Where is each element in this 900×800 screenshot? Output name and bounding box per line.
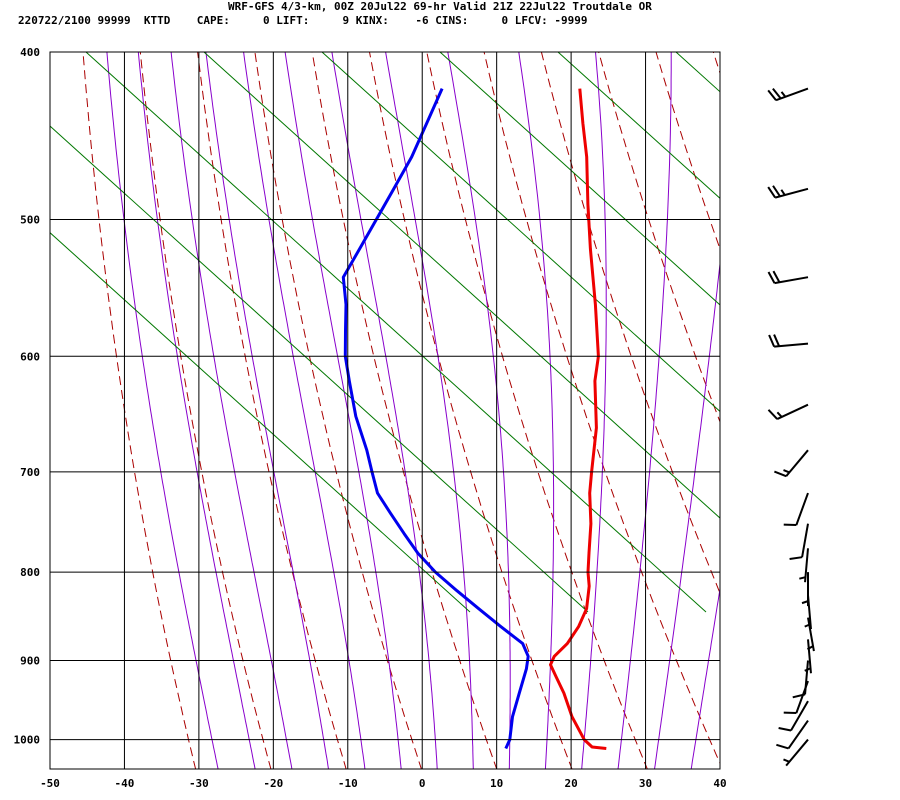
y-tick-label: 800	[20, 566, 40, 579]
x-tick-label: -40	[115, 777, 135, 790]
x-tick-label: 10	[490, 777, 503, 790]
wind-barb	[789, 523, 809, 561]
mixing-ratio-line	[85, 52, 707, 613]
wind-barb	[767, 403, 809, 420]
dry-adiabat-line	[254, 52, 422, 769]
moist-adiabat-line	[617, 52, 672, 769]
wind-barb	[767, 185, 809, 199]
dry-adiabat-line	[598, 52, 720, 424]
dry-adiabat-line	[426, 52, 648, 769]
y-tick-label: 500	[20, 213, 40, 226]
chart-title: WRF-GFS 4/3-km, 00Z 20Jul22 69-hr Valid …	[228, 0, 652, 13]
wind-barb	[768, 334, 809, 348]
moist-adiabat-line	[243, 52, 366, 769]
guide-lines	[50, 14, 900, 784]
mixing-ratio-line	[557, 52, 720, 199]
dry-adiabat-line	[82, 52, 197, 769]
wind-barb	[792, 660, 809, 699]
dry-adiabat-line	[368, 52, 573, 769]
mixing-ratio-line	[321, 52, 720, 413]
mixing-ratio-line	[203, 52, 720, 519]
dry-adiabat-line	[197, 52, 347, 769]
dry-adiabat-line	[311, 52, 498, 769]
sounding-series	[341, 87, 607, 750]
dewpoint-line	[341, 87, 530, 750]
y-tick-label: 700	[20, 466, 40, 479]
y-tick-label: 900	[20, 655, 40, 668]
mixing-ratio-line	[794, 52, 900, 612]
moist-adiabat-line	[653, 259, 720, 769]
mixing-ratio-line	[50, 125, 589, 613]
moist-adiabat-line	[581, 52, 607, 769]
y-tick-label: 400	[20, 46, 40, 59]
wind-barbs	[767, 87, 815, 767]
dry-adiabat-line	[655, 52, 720, 251]
mixing-ratio-line	[675, 52, 720, 93]
moist-adiabat-line	[170, 52, 293, 769]
moist-adiabat-line	[518, 52, 555, 769]
wind-barb	[783, 492, 809, 527]
dry-adiabat-line	[483, 52, 720, 765]
mixing-ratio-line	[439, 52, 720, 306]
dry-adiabat-line	[712, 52, 720, 75]
wind-barb	[783, 738, 809, 767]
dry-adiabat-line	[871, 14, 900, 784]
temperature-line	[549, 88, 607, 750]
x-tick-label: -30	[189, 777, 209, 790]
moist-adiabat-line	[106, 52, 219, 769]
dry-adiabat-line	[540, 52, 720, 595]
moist-adiabat-line	[137, 52, 256, 769]
x-tick-label: -20	[263, 777, 283, 790]
moist-adiabat-line	[331, 52, 438, 769]
moist-adiabat-line	[690, 585, 720, 769]
mixing-ratio-line	[50, 231, 471, 613]
x-tick-label: -10	[338, 777, 358, 790]
wind-barb	[774, 449, 809, 478]
dry-adiabat-line	[139, 52, 272, 769]
y-tick-label: 600	[20, 350, 40, 363]
x-tick-label: 20	[564, 777, 577, 790]
dry-adiabat-line	[814, 14, 900, 784]
x-tick-label: 0	[419, 777, 426, 790]
wind-barb	[767, 87, 809, 102]
x-tick-label: 40	[713, 777, 726, 790]
wind-barb	[767, 270, 809, 285]
x-tick-label: 30	[639, 777, 652, 790]
plot-frame	[49, 51, 721, 770]
moist-adiabat-line	[726, 14, 863, 784]
dry-adiabat-line	[758, 14, 900, 784]
wind-barb	[778, 700, 809, 732]
moist-adiabat-line	[205, 52, 330, 769]
x-axis-ticks: -50 -40 -30 -20 -10 0 10 20 30 40	[40, 777, 727, 790]
moist-adiabat-line	[447, 52, 511, 769]
x-tick-label: -50	[40, 777, 60, 790]
stability-indices: 220722/2100 99999 KTTD CAPE: 0 LIFT: 9 K…	[18, 14, 588, 27]
y-tick-label: 1000	[14, 734, 41, 747]
wind-barb	[783, 680, 809, 715]
wind-barb	[799, 548, 809, 583]
wind-barb	[776, 719, 809, 750]
moist-adiabat-line	[284, 52, 402, 769]
y-axis-ticks: 400 500 600 700 800 900 1000	[14, 46, 41, 747]
